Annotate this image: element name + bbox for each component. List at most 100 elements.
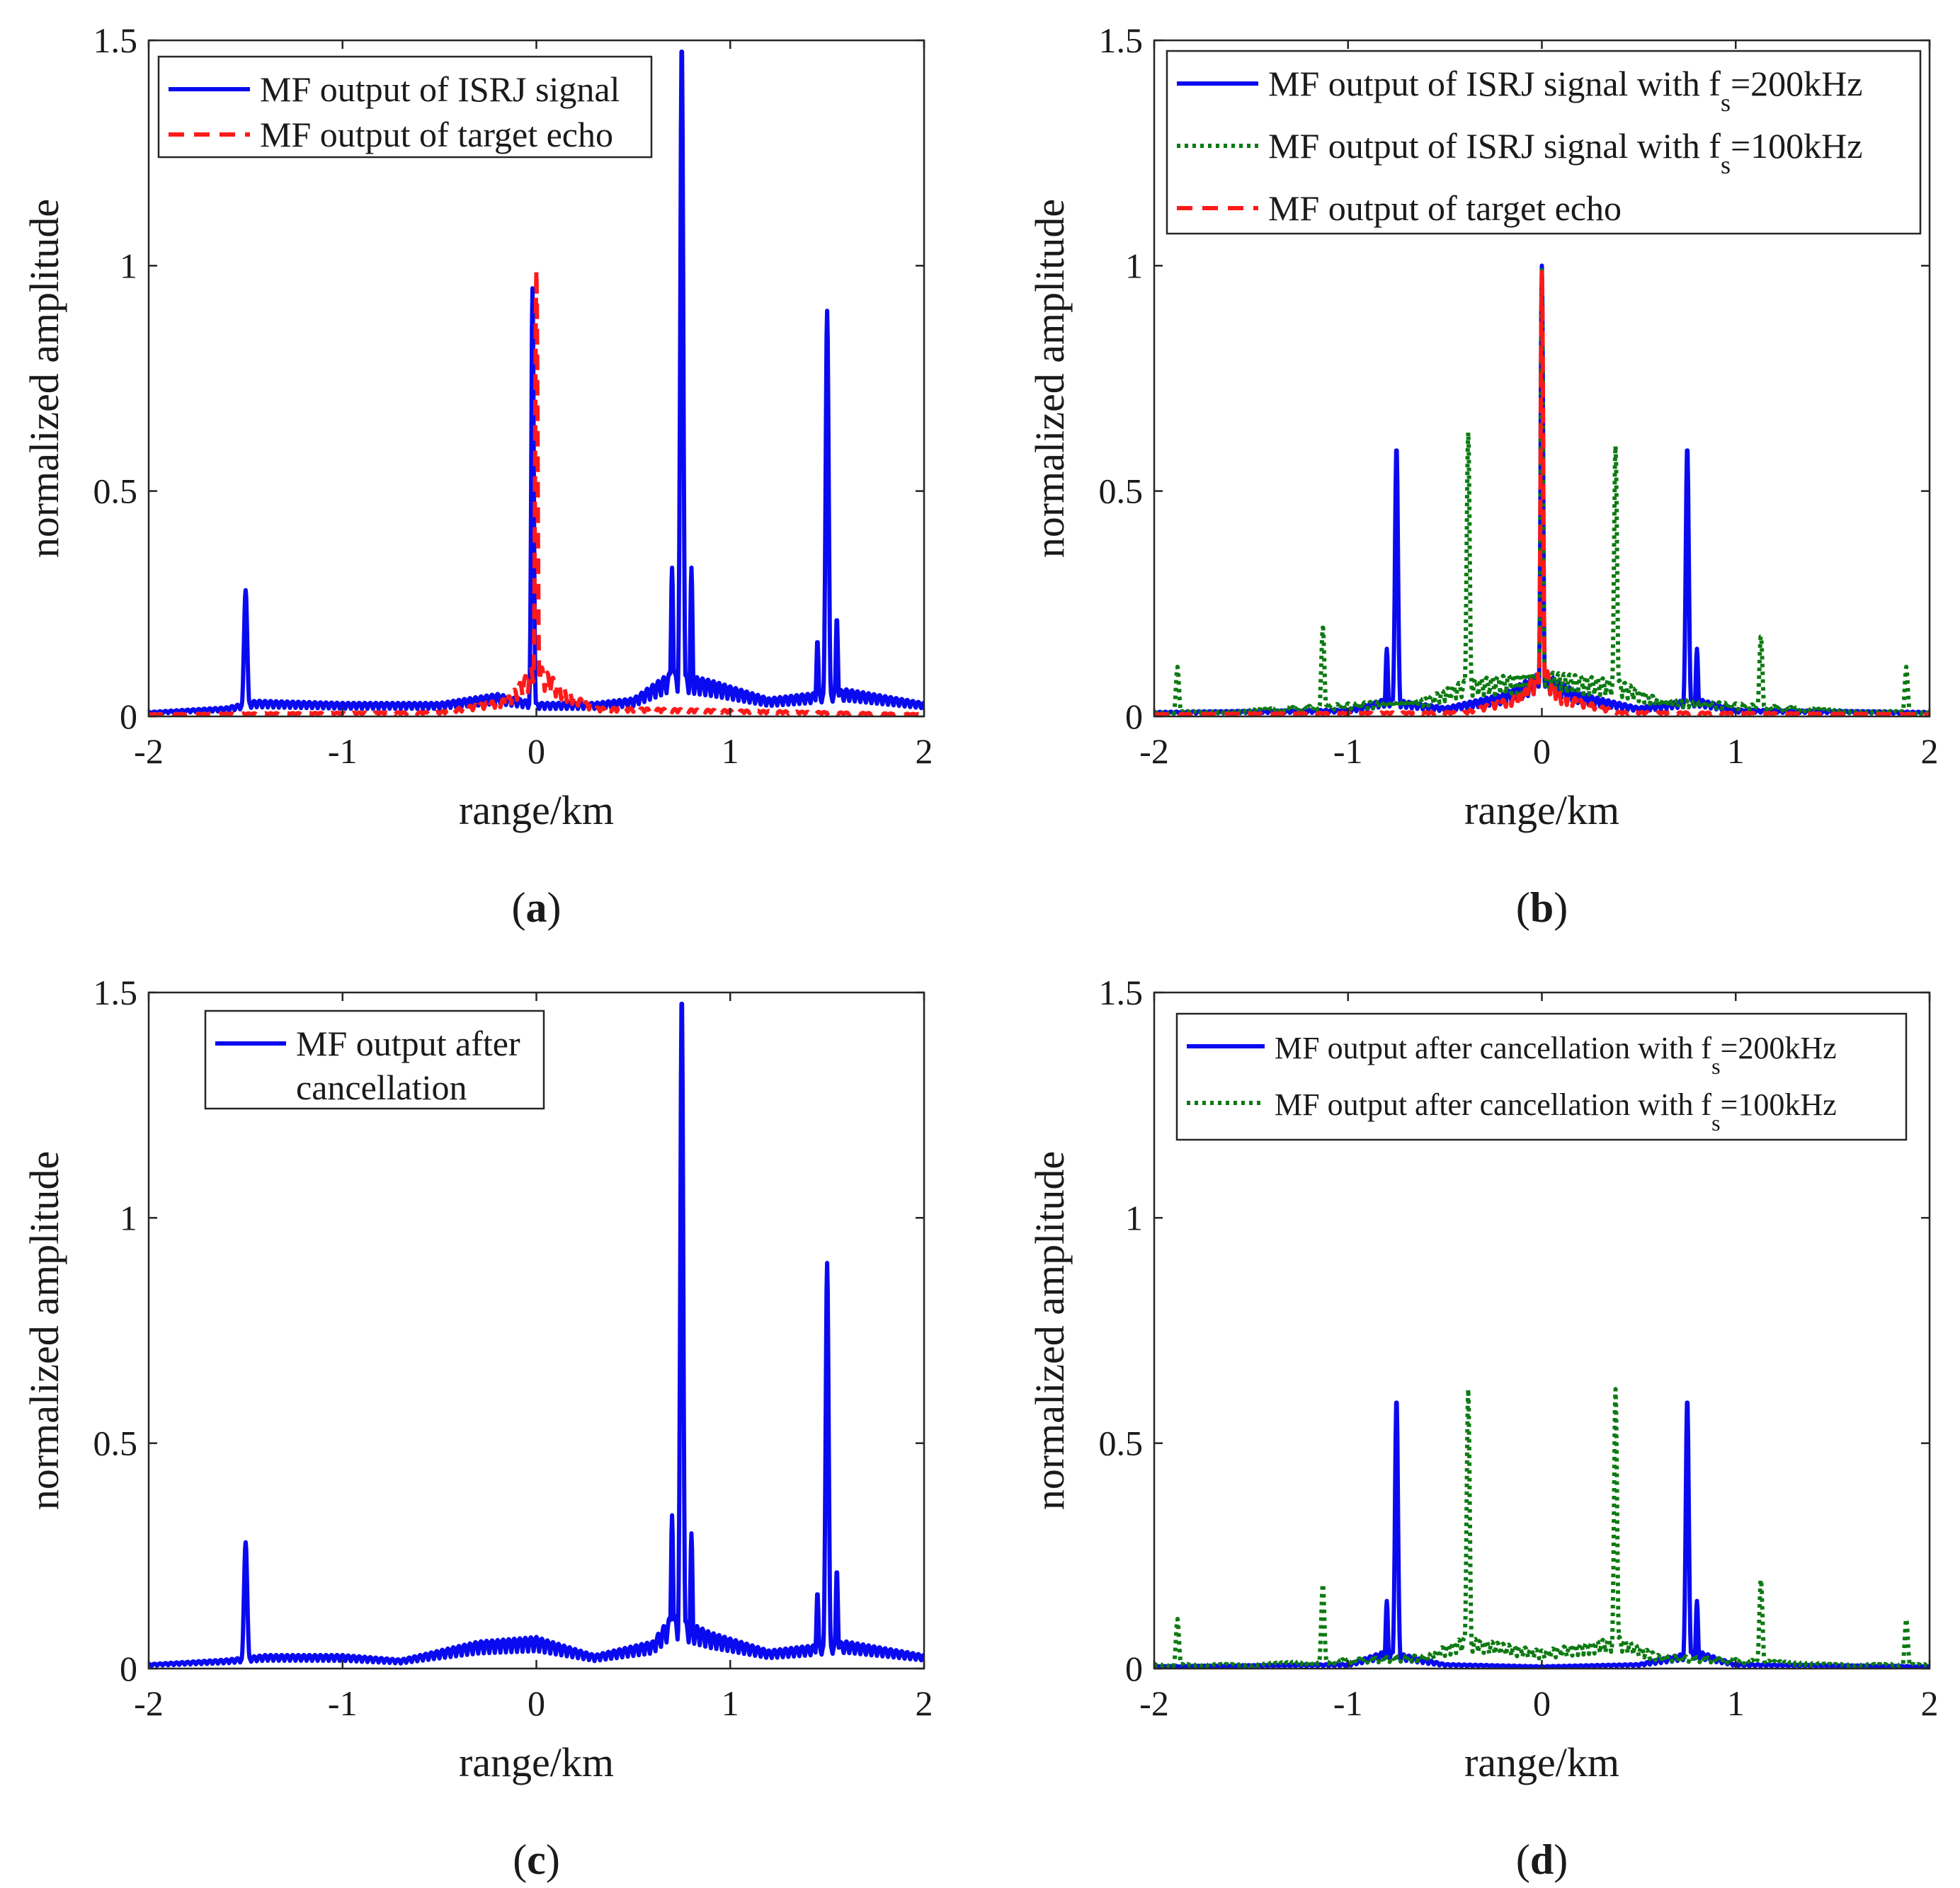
legend-subscript: s: [1711, 1110, 1720, 1135]
legend-subscript: s: [1711, 1053, 1720, 1079]
x-tick-label: 1: [722, 1683, 739, 1723]
caption-letter: a: [526, 884, 547, 931]
caption-letter: d: [1530, 1836, 1554, 1883]
x-tick-label: 2: [916, 731, 933, 771]
x-tick-label: -2: [1139, 1683, 1169, 1723]
legend-name: MF output of ISRJ signal with f: [1268, 126, 1721, 166]
y-tick-label: 0.5: [1099, 1424, 1144, 1463]
series-line-1: [1154, 1400, 1930, 1669]
series-group: [149, 50, 924, 716]
x-tick-label: -1: [1333, 1683, 1363, 1723]
x-tick-label: -1: [328, 731, 358, 771]
legend-label-2: MF output after cancellation with fs=100…: [1275, 1087, 1837, 1135]
legend-name: MF output after: [296, 1024, 520, 1063]
caption-letter: b: [1530, 884, 1554, 931]
y-tick-label: 0: [1125, 1649, 1143, 1688]
y-tick-label: 1.5: [93, 21, 138, 60]
x-tick-label: -2: [134, 731, 164, 771]
caption-open: (: [512, 884, 526, 931]
legend-label-line2: cancellation: [296, 1068, 467, 1107]
x-tick-label: -2: [134, 1683, 164, 1723]
legend: MF output after cancellation with fs=200…: [1175, 1012, 1908, 1141]
y-axis-label: normalized amplitude: [21, 199, 67, 558]
caption-close: ): [546, 1836, 560, 1883]
legend-label-1: MF output of ISRJ signal: [260, 69, 620, 109]
y-axis-label: normalized amplitude: [1027, 1151, 1073, 1510]
y-axis-label: normalized amplitude: [1027, 199, 1073, 558]
series-line-2: [1154, 268, 1930, 716]
series-group: [1154, 1387, 1930, 1669]
y-tick-label: 0.5: [1099, 471, 1144, 511]
legend-suffix: =100kHz: [1721, 1087, 1837, 1122]
caption-open: (: [1516, 884, 1530, 931]
y-tick-label: 1: [120, 246, 137, 285]
x-axis-label: range/km: [1464, 787, 1619, 833]
x-axis-label: range/km: [1464, 1739, 1619, 1785]
caption-close: ): [1554, 1836, 1568, 1883]
series-line-2: [149, 268, 924, 716]
panel-caption: (b): [1516, 884, 1568, 931]
legend-name: MF output of ISRJ signal: [260, 69, 620, 109]
legend-suffix: =100kHz: [1731, 126, 1863, 166]
panel-caption: (c): [513, 1836, 560, 1883]
legend-name: MF output of ISRJ signal with f: [1268, 64, 1721, 103]
x-tick-label: 2: [1921, 1683, 1939, 1723]
y-tick-label: 1.5: [1099, 973, 1144, 1012]
legend-name: MF output after cancellation with f: [1275, 1031, 1711, 1065]
legend-box: [204, 1009, 545, 1110]
y-tick-label: 1: [1125, 246, 1143, 285]
y-tick-label: 0: [120, 697, 137, 736]
legend-label-1: MF output after cancellation with fs=200…: [1275, 1031, 1837, 1079]
panel-a: -2 -1 0 1 2 0 0.5 1 1.5 range/km normalized amplit…: [21, 21, 933, 931]
legend-subscript: s: [1721, 88, 1731, 117]
x-tick-label: 1: [1727, 1683, 1745, 1723]
caption-letter: c: [527, 1836, 546, 1883]
x-tick-label: -1: [1333, 731, 1363, 771]
legend-label-3: MF output of target echo: [1268, 188, 1622, 228]
y-tick-label: 1: [120, 1198, 137, 1237]
x-tick-label: 2: [916, 1683, 933, 1723]
x-tick-label: 1: [722, 731, 739, 771]
caption-close: ): [547, 884, 562, 931]
legend: MF output of ISRJ signal MF output of tar…: [157, 55, 653, 159]
panel-caption: (d): [1516, 1836, 1568, 1883]
legend-name: MF output after cancellation with f: [1275, 1087, 1711, 1122]
legend: MF output after cancellation: [204, 1009, 545, 1110]
legend-subscript: s: [1721, 151, 1731, 179]
x-tick-label: -2: [1139, 731, 1169, 771]
panel-c: -2 -1 0 1 2 0 0.5 1 1.5 range/km normalized amplit…: [21, 973, 933, 1883]
y-tick-label: 1: [1125, 1198, 1143, 1237]
x-tick-label: 0: [528, 731, 545, 771]
caption-open: (: [513, 1836, 527, 1883]
x-tick-label: 0: [1533, 731, 1551, 771]
x-tick-label: 2: [1921, 731, 1939, 771]
legend-name: MF output of target echo: [260, 115, 613, 154]
y-tick-label: 0: [120, 1649, 137, 1688]
legend-label-1: MF output after: [296, 1024, 520, 1063]
legend-suffix: =200kHz: [1731, 64, 1863, 103]
y-tick-label: 0.5: [93, 1424, 138, 1463]
legend: MF output of ISRJ signal with fs=200kHzM…: [1166, 50, 1922, 235]
panel-b: -2 -1 0 1 2 0 0.5 1 1.5 range/km normalized amplit…: [1027, 21, 1939, 931]
panel-caption: (a): [512, 884, 562, 931]
series-line-3: [1154, 268, 1930, 716]
legend-label-2: MF output of ISRJ signal with fs=100kHz: [1268, 126, 1862, 179]
legend-suffix: =200kHz: [1721, 1031, 1837, 1065]
y-axis-label: normalized amplitude: [21, 1151, 67, 1510]
y-tick-label: 1.5: [93, 973, 138, 1012]
y-tick-label: 1.5: [1099, 21, 1144, 60]
series-group: [149, 1002, 924, 1669]
series-line-2: [1154, 1387, 1930, 1669]
x-axis-label: range/km: [459, 787, 614, 833]
legend-name: MF output of target echo: [1268, 188, 1622, 228]
legend-label-2: MF output of target echo: [260, 115, 613, 154]
legend-box: [157, 55, 653, 159]
series-line-1: [149, 50, 924, 716]
series-line-1: [149, 1002, 924, 1669]
x-tick-label: -1: [328, 1683, 358, 1723]
x-tick-label: 1: [1727, 731, 1745, 771]
panel-d: -2 -1 0 1 2 0 0.5 1 1.5 range/km normalized amplit…: [1027, 973, 1939, 1883]
x-tick-label: 0: [1533, 1683, 1551, 1723]
x-tick-label: 0: [528, 1683, 545, 1723]
